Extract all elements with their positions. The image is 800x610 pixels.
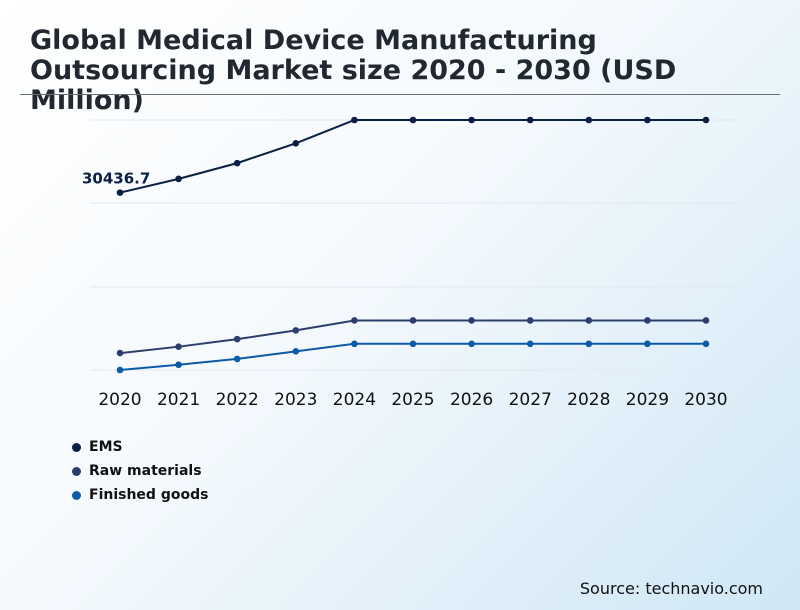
x-tick-label: 2023: [274, 390, 317, 410]
legend: EMS Raw materials Finished goods: [72, 435, 208, 507]
data-points: [116, 116, 710, 374]
data-point-1-4: [351, 317, 358, 324]
x-tick-label: 2020: [98, 390, 141, 410]
x-tick-label: 2030: [684, 390, 727, 410]
data-point-0-3: [292, 140, 300, 147]
data-point-0-10: [702, 116, 710, 124]
x-axis-ticks: 2020 2021 2022 2023 2024 2025 2026 2027 2028 2029…: [98, 390, 727, 410]
data-point-1-5: [409, 317, 417, 324]
data-point-2-5: [409, 340, 417, 348]
legend-marker: [72, 466, 81, 476]
data-point-2-3: [292, 348, 300, 355]
data-point-0-7: [526, 116, 534, 124]
title-divider: [20, 94, 780, 95]
series-line-2: [119, 342, 706, 371]
data-point-1-7: [526, 317, 534, 324]
data-point-2-7: [526, 340, 534, 348]
legend-item-2: Finished goods: [72, 483, 208, 507]
data-point-1-3: [292, 327, 300, 334]
series-line-1: [119, 319, 706, 355]
data-point-1-8: [585, 317, 593, 324]
x-tick-label: 2022: [216, 390, 259, 410]
data-point-1-9: [644, 317, 651, 324]
data-point-0-8: [585, 116, 593, 124]
legend-label: Raw materials: [89, 463, 202, 479]
data-point-0-1: [175, 175, 182, 183]
data-point-0-2: [233, 159, 241, 167]
source-note: Source: technavio.com: [579, 579, 763, 598]
x-tick-label: 2028: [567, 390, 610, 410]
gridlines: [90, 119, 736, 371]
data-point-0-9: [644, 116, 651, 124]
chart-title: Global Medical Device Manufacturing Outs…: [30, 25, 677, 116]
data-point-2-6: [468, 340, 475, 348]
data-point-0-6: [468, 116, 475, 124]
data-point-0-0: [116, 189, 124, 196]
legend-label: Finished goods: [89, 487, 209, 503]
x-tick-label: 2027: [509, 390, 552, 410]
data-point-1-6: [468, 317, 475, 324]
data-labels: 30436.7: [82, 170, 150, 188]
legend-label: EMS: [89, 439, 123, 455]
data-point-1-1: [175, 343, 182, 350]
series-line-0: [119, 119, 706, 194]
x-tick-label: 2029: [626, 390, 669, 410]
data-point-2-9: [644, 340, 651, 348]
data-point-2-10: [702, 340, 710, 348]
data-point-2-8: [585, 340, 593, 348]
data-point-1-2: [233, 335, 241, 343]
data-point-2-1: [175, 361, 182, 369]
legend-item-1: Raw materials: [72, 459, 208, 483]
data-point-2-4: [351, 340, 358, 348]
data-point-0-5: [409, 116, 417, 124]
legend-marker: [72, 490, 81, 500]
x-tick-label: 2026: [450, 390, 493, 410]
data-point-2-2: [233, 355, 241, 363]
x-tick-label: 2025: [391, 390, 434, 410]
x-tick-label: 2021: [157, 390, 200, 410]
series-lines: [119, 119, 706, 371]
legend-item-0: EMS: [72, 435, 208, 459]
data-point-1-10: [702, 317, 710, 324]
data-point-0-4: [351, 116, 358, 124]
line-chart: 2020 2021 2022 2023 2024 2025 2026 2027 2028 2029…: [82, 116, 736, 410]
x-tick-label: 2024: [333, 390, 376, 410]
data-point-2-0: [116, 366, 124, 374]
legend-marker: [72, 442, 81, 452]
data-label-0: 30436.7: [82, 170, 150, 188]
data-point-1-0: [116, 349, 124, 357]
